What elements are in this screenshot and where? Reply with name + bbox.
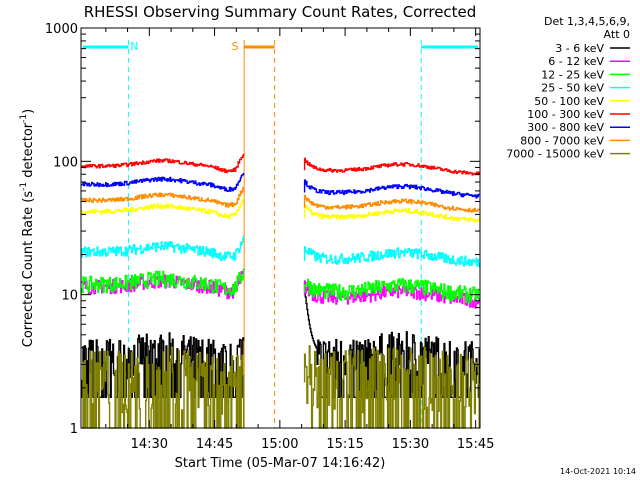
x-tick-label: 14:30 <box>131 437 168 452</box>
interval-label: S <box>232 40 239 53</box>
x-tick-label: 15:30 <box>392 437 429 452</box>
series-line <box>81 172 245 192</box>
series-line <box>81 332 245 398</box>
series-line <box>303 205 480 223</box>
x-axis-label: Start Time (05-Mar-07 14:16:42) <box>175 456 386 471</box>
series-line <box>303 157 480 176</box>
x-tick-label: 15:15 <box>326 437 363 452</box>
series-line <box>81 235 245 262</box>
series-line <box>303 345 480 429</box>
y-tick-label: 100 <box>53 155 78 170</box>
legend-entry-label: 3 - 6 keV <box>555 42 604 55</box>
y-tick-label: 10 <box>61 289 78 304</box>
legend-entry-label: 6 - 12 keV <box>548 55 604 68</box>
legend-header-line-1: Det 1,3,4,5,6,9, <box>544 15 630 28</box>
legend-entry-label: 300 - 800 keV <box>527 121 604 134</box>
chart-title: RHESSI Observing Summary Count Rates, Co… <box>84 3 477 21</box>
x-tick-label: 15:00 <box>261 437 298 452</box>
legend-entry-label: 25 - 50 keV <box>541 82 604 95</box>
series-line <box>303 246 480 268</box>
series-line <box>303 277 480 304</box>
series-line <box>303 179 480 199</box>
legend-entry-label: 800 - 7000 keV <box>520 134 604 147</box>
legend-entry-label: 12 - 25 keV <box>541 68 604 81</box>
axis-layer: 14:30 14:45 15:00 15:15 15:30 15:45 1 10 100 1000 <box>45 22 494 452</box>
x-tick-label: 15:45 <box>457 437 494 452</box>
legend-entry-label: 50 - 100 keV <box>534 95 604 108</box>
series-line <box>303 194 480 213</box>
series-line <box>81 268 245 297</box>
series-line <box>81 198 245 220</box>
y-tick-label: 1 <box>70 422 78 437</box>
interval-label: N <box>130 40 138 53</box>
legend-header-line-2: Att 0 <box>604 28 630 41</box>
timestamp: 14-Oct-2021 10:14 <box>560 467 636 476</box>
y-tick-label: 1000 <box>45 22 78 37</box>
series-line <box>81 153 245 174</box>
y-axis-label: Corrected Count Rate (s-1 detector-1) <box>19 109 36 347</box>
plot-frame <box>80 27 481 429</box>
series-line <box>81 187 245 208</box>
x-tick-label: 14:45 <box>196 437 233 452</box>
legend-entry-label: 100 - 300 keV <box>527 108 604 121</box>
legend-entry-label: 7000 - 15000 keV <box>506 148 604 161</box>
